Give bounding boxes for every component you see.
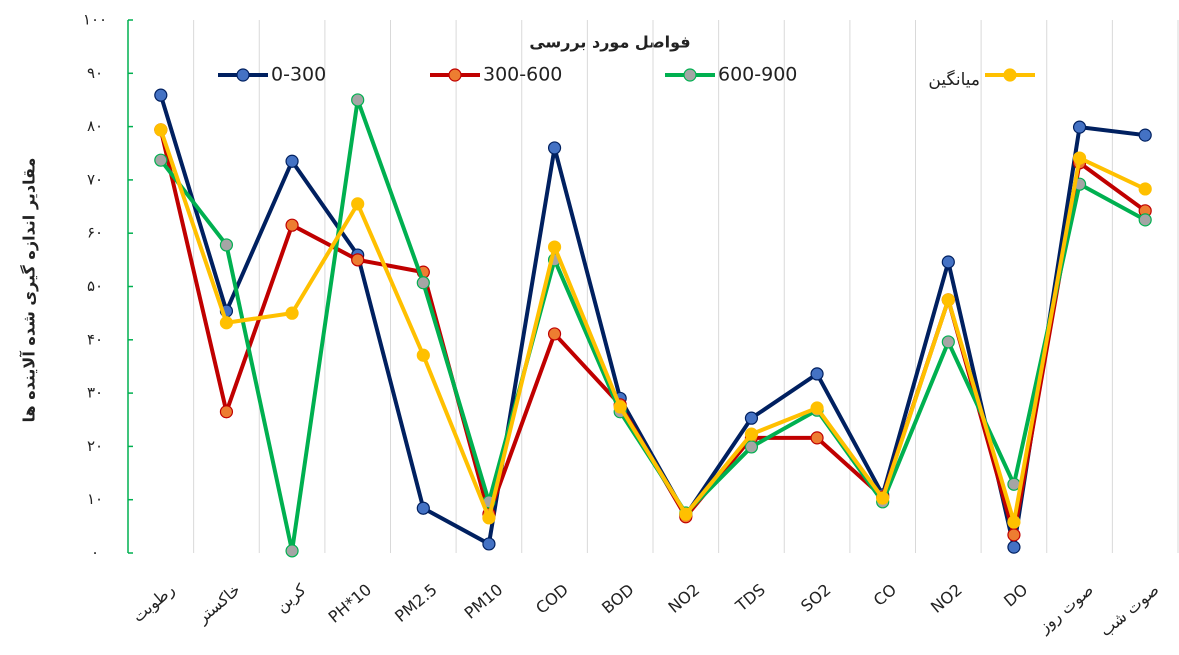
legend-title: فواصل مورد بررسی	[529, 33, 690, 52]
y-tick-label: ۸۰	[87, 117, 103, 135]
point	[482, 537, 496, 551]
x-tick-label: خاکستر	[192, 580, 244, 628]
x-tick-label: صوت روز	[1034, 580, 1098, 638]
x-tick-label: صوت شب	[1096, 580, 1163, 641]
x-tick-label: PM10	[461, 580, 507, 623]
point	[285, 218, 299, 232]
point	[219, 238, 234, 252]
point	[547, 240, 562, 254]
point	[416, 276, 430, 290]
y-tick-label: ۴۰	[87, 330, 103, 348]
x-tick-label: PM2.5	[391, 580, 441, 626]
legend-marker	[236, 68, 250, 82]
x-tick-label: BOD	[598, 580, 637, 617]
x-tick-label: SO2	[797, 580, 834, 616]
point	[1138, 182, 1152, 196]
point	[482, 511, 496, 525]
point	[219, 405, 234, 419]
point	[941, 255, 955, 269]
y-tick-label: ۶۰	[87, 224, 103, 242]
point	[1007, 515, 1021, 529]
point	[1138, 213, 1152, 227]
y-tick-label: ۹۰	[87, 64, 103, 82]
legend-marker	[448, 68, 462, 82]
point	[810, 367, 824, 381]
x-tick-label: TDS	[731, 580, 769, 616]
x-tick-label: NO2	[664, 580, 703, 617]
legend-marker	[683, 68, 697, 82]
point	[285, 306, 299, 320]
x-tick-label: کربن	[272, 580, 310, 617]
point	[744, 411, 759, 425]
point	[285, 154, 299, 168]
point	[1138, 128, 1152, 142]
point	[416, 501, 430, 515]
point	[154, 153, 168, 167]
x-tick-label: PH*10	[325, 580, 376, 627]
point	[547, 141, 562, 155]
point	[1007, 528, 1021, 542]
point	[351, 93, 365, 107]
x-tick-label: رطوبت	[129, 580, 179, 627]
point	[285, 544, 299, 558]
point	[810, 401, 824, 415]
x-tick-label: CO	[870, 580, 900, 610]
legend-label: 0-300	[271, 64, 326, 86]
point	[154, 123, 168, 137]
point	[219, 316, 234, 330]
x-tick-label: COD	[532, 580, 572, 618]
y-tick-label: ۷۰	[87, 170, 103, 188]
point	[351, 253, 365, 267]
point	[613, 400, 627, 414]
point	[941, 293, 955, 307]
y-tick-label: ۳۰	[87, 384, 103, 402]
legend-marker	[1003, 68, 1017, 82]
point	[744, 440, 759, 454]
point	[1072, 151, 1087, 165]
point	[876, 491, 890, 505]
point	[1072, 120, 1087, 134]
legend-label: میانگین	[928, 69, 980, 90]
point	[351, 197, 365, 211]
x-tick-label: NO2	[927, 580, 966, 617]
point	[679, 507, 693, 521]
series-line	[158, 129, 1147, 525]
point	[941, 335, 955, 349]
point	[416, 348, 430, 362]
y-tick-label: ۱۰	[87, 490, 103, 508]
legend-label: 600-900	[718, 64, 797, 86]
y-tick-label: ۵۰	[87, 277, 103, 295]
point	[154, 88, 168, 102]
point	[1007, 540, 1021, 554]
y-tick-label: ۰	[91, 544, 99, 562]
y-tick-label: ۲۰	[87, 437, 103, 455]
y-tick-label: ۱۰۰	[83, 11, 107, 29]
x-tick-label: DO	[1000, 580, 1031, 611]
legend-label: 300-600	[483, 64, 562, 86]
point	[744, 427, 759, 441]
point	[547, 327, 562, 341]
y-axis-label: مقادیر اندازه گیری شده آلاینده ها	[19, 158, 39, 423]
point	[810, 431, 824, 445]
